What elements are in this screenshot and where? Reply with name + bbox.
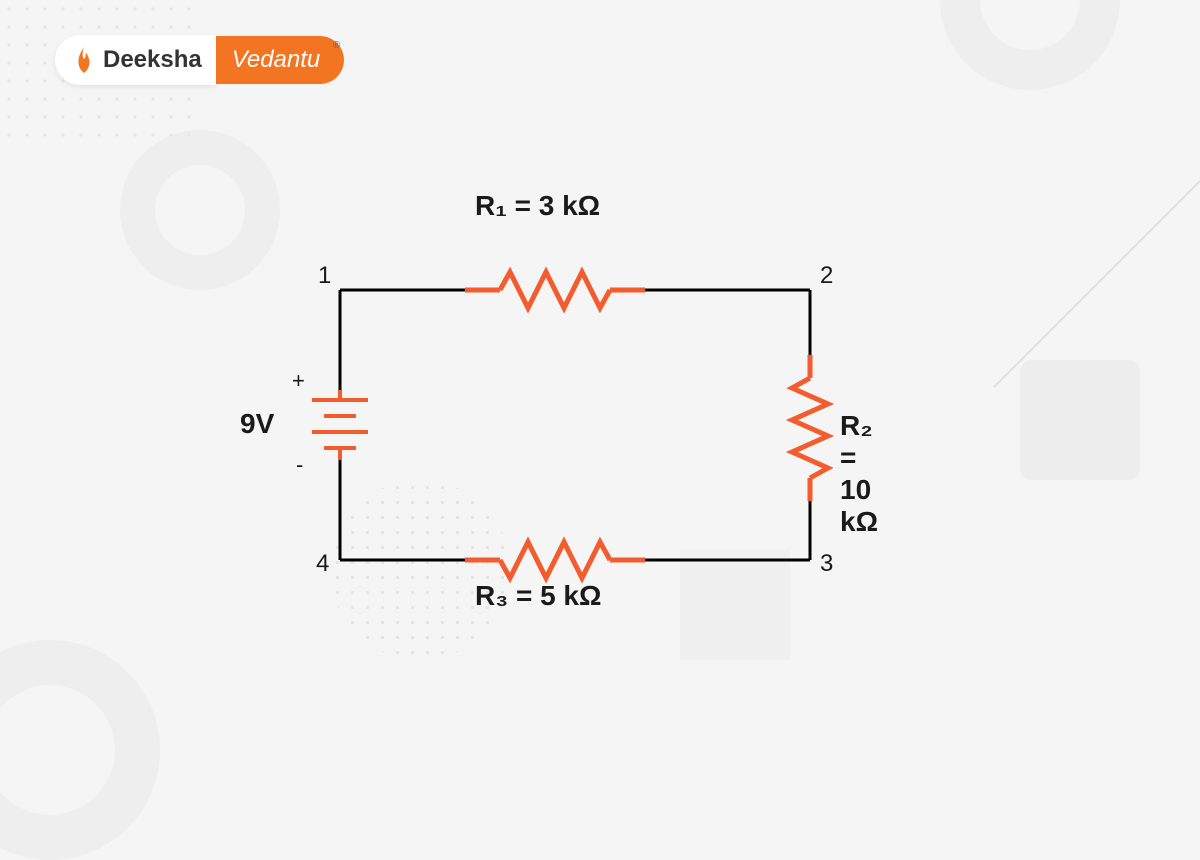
- r1-label: R₁ = 3 kΩ: [475, 190, 600, 222]
- flame-path: [79, 47, 90, 73]
- r3-label: R₃ = 5 kΩ: [475, 580, 601, 612]
- logo-vedantu-part: Vedantu ®: [216, 36, 345, 84]
- r1-resistor: [500, 272, 610, 308]
- r3-resistor: [500, 542, 610, 578]
- bg-ring-left: [120, 130, 280, 290]
- brand-logo: Deeksha Vedantu ®: [55, 35, 344, 85]
- vedantu-text: Vedantu: [232, 46, 321, 73]
- bg-shape-right: [1020, 360, 1140, 480]
- bg-ring-bottom-left: [0, 640, 160, 860]
- r2-label: R₂ = 10 kΩ: [840, 410, 878, 538]
- minus-sign: -: [296, 452, 303, 478]
- bg-diagonal-line: [993, 174, 1200, 388]
- r2-resistor: [792, 378, 828, 478]
- logo-deeksha-part: Deeksha: [55, 35, 216, 85]
- bg-ring-top-right: [940, 0, 1120, 90]
- node-1: 1: [318, 262, 331, 290]
- voltage-label: 9V: [240, 408, 274, 440]
- plus-sign: +: [292, 368, 305, 394]
- flame-icon: [73, 45, 95, 75]
- deeksha-text: Deeksha: [103, 46, 202, 74]
- node-2: 2: [820, 262, 833, 290]
- node-4: 4: [316, 550, 329, 578]
- circuit-diagram: R₁ = 3 kΩ R₂ = 10 kΩ R₃ = 5 kΩ 9V + - 1 …: [310, 250, 870, 590]
- circuit-svg: [310, 250, 870, 590]
- registered-mark: ®: [333, 40, 340, 51]
- node-3: 3: [820, 550, 833, 578]
